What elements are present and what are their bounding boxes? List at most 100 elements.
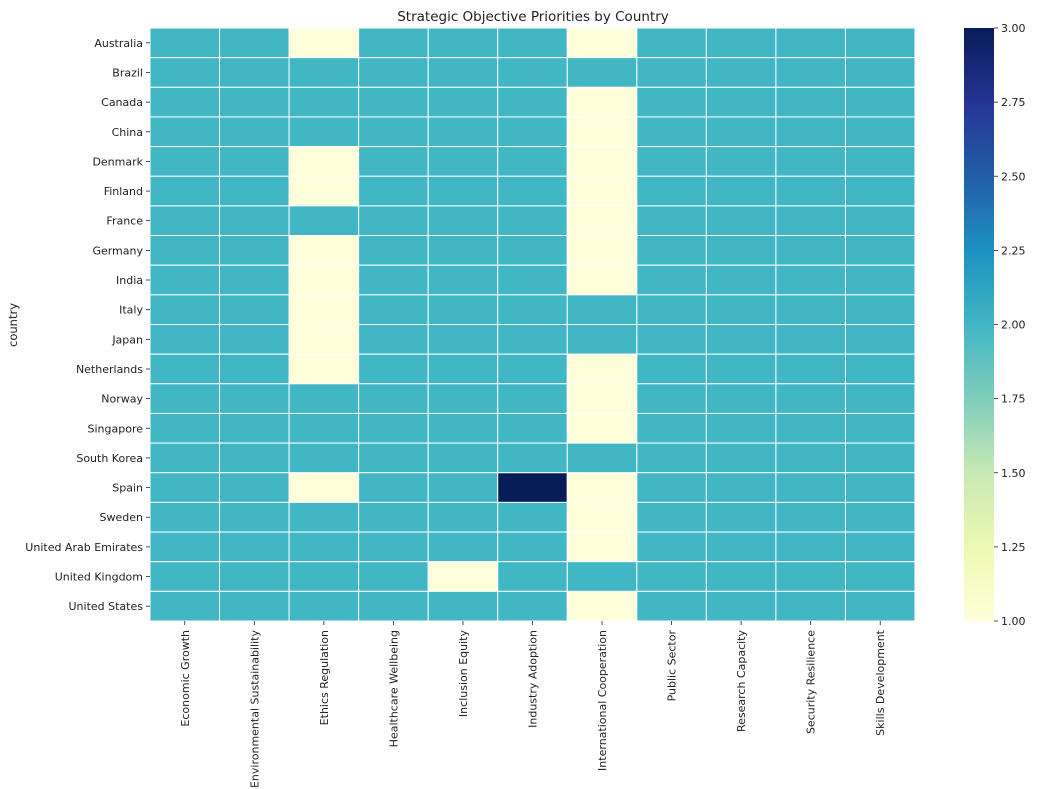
heatmap-cell [427, 294, 499, 326]
heatmap-cell [149, 175, 221, 207]
colorbar-tick-label: 1.25 [1001, 541, 1026, 554]
heatmap-cell [219, 472, 290, 503]
heatmap-cell [358, 472, 429, 503]
heatmap-cell [705, 86, 777, 118]
heatmap-cell [219, 561, 290, 592]
y-tick-label: Netherlands [76, 363, 143, 376]
heatmap-cell [636, 264, 707, 296]
heatmap-cell [149, 412, 221, 444]
heatmap-cell [219, 86, 290, 118]
heatmap-cell [775, 86, 846, 118]
heatmap-cell [844, 57, 916, 88]
heatmap-cell [844, 116, 916, 148]
heatmap-cell [288, 531, 360, 563]
heatmap-cell [358, 501, 429, 533]
heatmap-cell [636, 353, 707, 385]
heatmap-cell [497, 383, 568, 414]
heatmap-cell [219, 412, 290, 444]
heatmap-cell [705, 116, 777, 148]
heatmap-cell [566, 264, 638, 296]
heatmap-cell [288, 324, 360, 355]
heatmap-cell [427, 205, 499, 237]
heatmap-cell [566, 146, 638, 177]
heatmap-cell [844, 412, 916, 444]
heatmap-cell [288, 442, 360, 474]
heatmap-cell [705, 561, 777, 592]
heatmap-cell [566, 294, 638, 326]
heatmap-cell [705, 324, 777, 355]
heatmap-cell [358, 561, 429, 592]
heatmap-cell [566, 353, 638, 385]
heatmap-cell [566, 86, 638, 118]
heatmap-cell [149, 235, 221, 266]
heatmap-cell [844, 146, 916, 177]
heatmap-cell [775, 412, 846, 444]
heatmap-cell [636, 561, 707, 592]
y-tick-label: United Arab Emirates [25, 541, 143, 554]
heatmap-cell [288, 205, 360, 237]
heatmap-cell [288, 175, 360, 207]
heatmap-cell [636, 590, 707, 622]
heatmap-cell [427, 324, 499, 355]
heatmap-cell [149, 146, 221, 177]
heatmap-cell [427, 27, 499, 59]
heatmap-cell [497, 590, 568, 622]
heatmap-cell [705, 472, 777, 503]
y-tick-label: Denmark [92, 155, 143, 168]
heatmap-cell [775, 116, 846, 148]
heatmap-cell [844, 294, 916, 326]
heatmap-cell [219, 353, 290, 385]
heatmap-cell [566, 324, 638, 355]
heatmap-cell [149, 590, 221, 622]
heatmap-cell [566, 57, 638, 88]
heatmap-cell [427, 57, 499, 88]
heatmap-cell [358, 442, 429, 474]
heatmap-cell [358, 294, 429, 326]
heatmap-cell [566, 531, 638, 563]
x-tick-label: Industry Adoption [527, 630, 540, 728]
heatmap-cell [219, 590, 290, 622]
heatmap-cell [775, 442, 846, 474]
heatmap-cell [149, 264, 221, 296]
heatmap-cell [844, 353, 916, 385]
heatmap-cell [219, 27, 290, 59]
heatmap-cell [358, 264, 429, 296]
heatmap-cell [705, 294, 777, 326]
heatmap-cell [844, 531, 916, 563]
heatmap-cell [566, 442, 638, 474]
heatmap-cell [566, 501, 638, 533]
heatmap-cell [775, 146, 846, 177]
y-tick-label: Singapore [88, 422, 144, 435]
heatmap-cell [705, 205, 777, 237]
x-tick-label: Public Sector [666, 630, 679, 702]
y-tick-label: Italy [119, 304, 143, 317]
heatmap-cell [288, 353, 360, 385]
heatmap-cell [427, 561, 499, 592]
heatmap-cell [497, 175, 568, 207]
heatmap-cell [775, 531, 846, 563]
heatmap-cell [497, 27, 568, 59]
heatmap-cell [844, 235, 916, 266]
heatmap-cell [497, 146, 568, 177]
heatmap-cell [844, 442, 916, 474]
heatmap-cell [636, 294, 707, 326]
heatmap-cell [636, 235, 707, 266]
heatmap-cell [358, 590, 429, 622]
colorbar-tick-label: 2.00 [1001, 319, 1026, 332]
heatmap-cell [288, 561, 360, 592]
y-tick-label: Germany [92, 244, 143, 257]
heatmap-cell [219, 264, 290, 296]
heatmap-cell [149, 205, 221, 237]
heatmap-cell [705, 175, 777, 207]
heatmap-cell [775, 57, 846, 88]
heatmap-cell [636, 531, 707, 563]
heatmap-cell [636, 472, 707, 503]
heatmap-cell [358, 531, 429, 563]
heatmap-cell [358, 27, 429, 59]
heatmap-cell [288, 412, 360, 444]
chart-title: Strategic Objective Priorities by Countr… [397, 9, 669, 25]
heatmap-cell [844, 86, 916, 118]
heatmap-cell [149, 383, 221, 414]
heatmap-cell [288, 116, 360, 148]
heatmap-cell [497, 531, 568, 563]
